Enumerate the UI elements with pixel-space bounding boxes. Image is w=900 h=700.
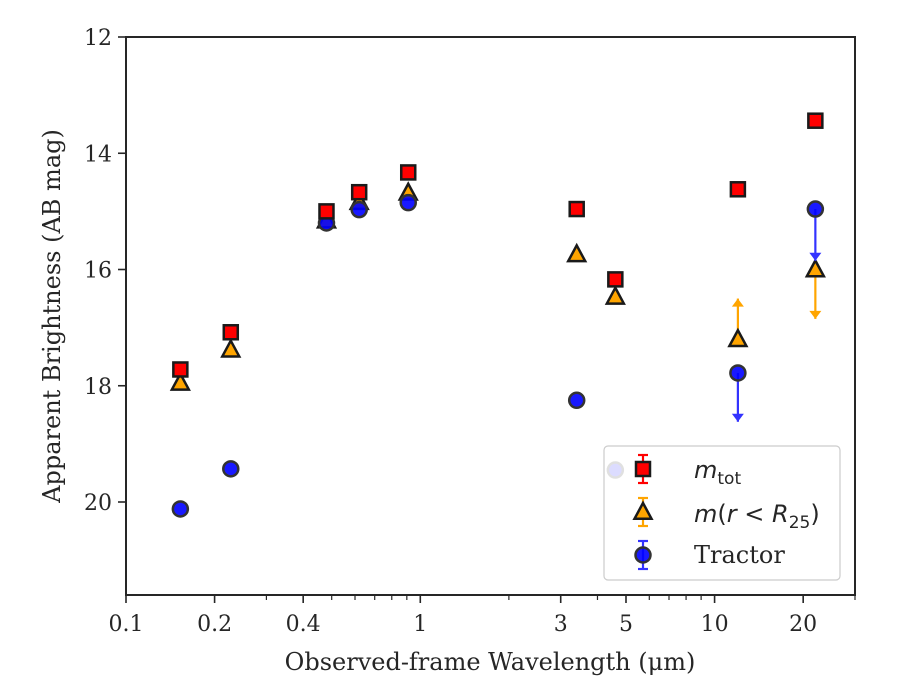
point-tractor xyxy=(171,500,190,518)
point-r25 xyxy=(727,327,749,348)
y-tick-label: 20 xyxy=(84,491,112,516)
point-mtot xyxy=(318,203,335,220)
point-mtot xyxy=(350,183,368,201)
legend-marker-r25 xyxy=(632,500,654,520)
point-r25 xyxy=(566,242,588,263)
point-mtot xyxy=(399,164,417,181)
point-tractor xyxy=(729,364,747,382)
upper-limit-arrow xyxy=(731,298,744,307)
point-tractor xyxy=(567,391,586,410)
point-r25 xyxy=(169,371,191,391)
axis-ticks: 0.1 0.2 0.4 1 3 5 10 20 12 14 16 18 20 xyxy=(84,26,856,637)
point-mtot xyxy=(729,181,747,198)
point-tractor xyxy=(350,200,368,219)
y-tick-label: 16 xyxy=(84,259,112,284)
point-mtot xyxy=(568,200,585,218)
x-tick-label: 0.1 xyxy=(109,612,144,637)
x-tick-label: 1 xyxy=(413,612,427,637)
point-tractor xyxy=(222,460,240,478)
upper-limit-arrow xyxy=(809,310,822,319)
point-r25 xyxy=(220,338,242,358)
x-tick-label: 0.2 xyxy=(197,612,232,637)
point-mtot xyxy=(172,361,189,378)
legend-markers xyxy=(632,453,654,571)
legend-label-tractor: Tractor xyxy=(694,541,785,569)
x-tick-label: 3 xyxy=(554,612,568,637)
series-mtot xyxy=(172,112,824,378)
point-r25 xyxy=(804,257,826,278)
legend-marker-mtot xyxy=(634,460,652,478)
point-mtot xyxy=(807,112,824,129)
y-tick-label: 18 xyxy=(84,375,112,400)
point-mtot xyxy=(607,271,624,288)
x-axis-label: Observed-frame Wavelength (μm) xyxy=(285,648,696,676)
x-tick-label: 10 xyxy=(701,612,729,637)
upper-limit-arrow xyxy=(731,413,744,422)
y-tick-label: 14 xyxy=(84,142,112,167)
point-r25 xyxy=(604,285,626,305)
upper-limit-arrow xyxy=(809,252,822,261)
x-tick-label: 20 xyxy=(789,612,817,637)
x-tick-label: 5 xyxy=(619,612,633,637)
legend-box xyxy=(603,445,841,581)
point-tractor xyxy=(399,193,417,212)
legend: mtot m(r < R25) Tractor xyxy=(603,445,841,581)
y-axis-label: Apparent Brightness (AB mag) xyxy=(38,129,66,504)
y-tick-label: 12 xyxy=(84,26,112,51)
legend-marker-tractor xyxy=(634,546,652,564)
point-mtot xyxy=(222,324,240,341)
series-r25 xyxy=(169,181,826,391)
point-tractor xyxy=(806,200,825,218)
plot-frame xyxy=(125,36,856,596)
x-tick-label: 0.4 xyxy=(286,612,321,637)
